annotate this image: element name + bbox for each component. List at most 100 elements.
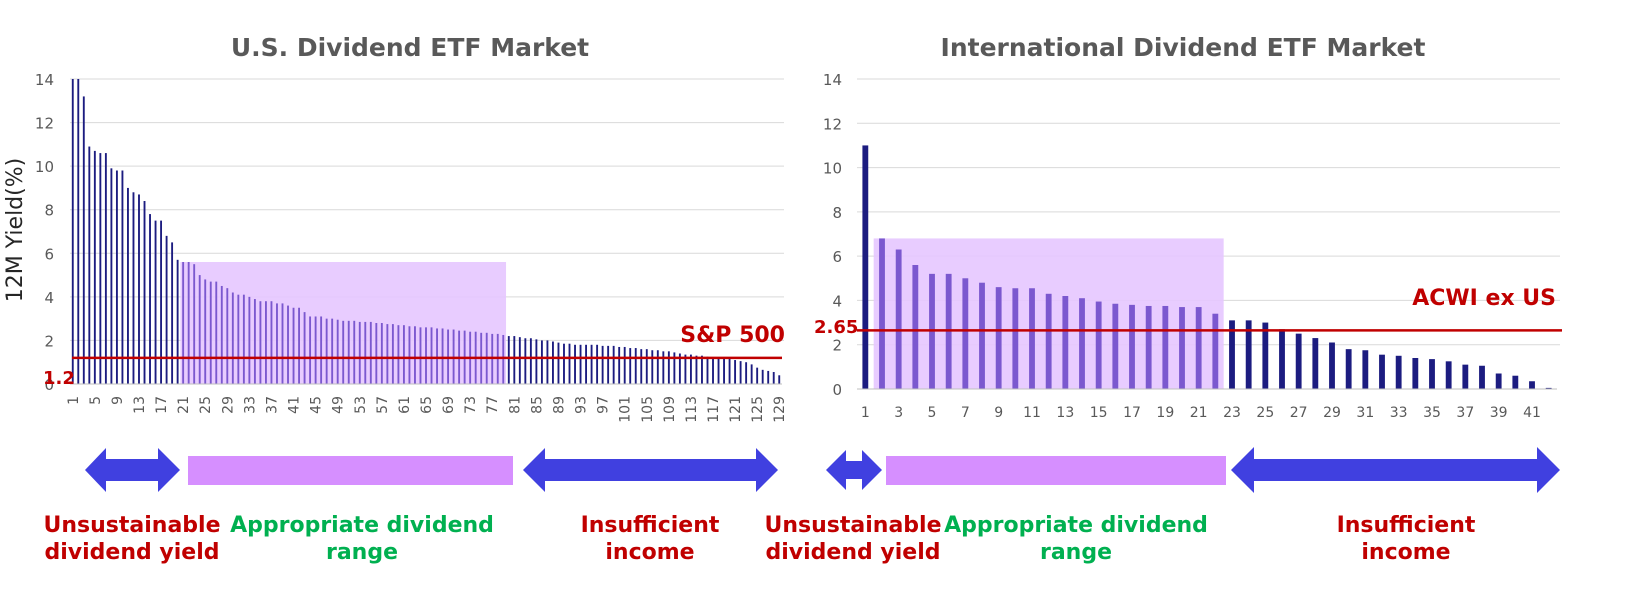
bar (728, 358, 731, 384)
bar (529, 338, 532, 384)
y-tick-label: 8 (44, 202, 54, 220)
y-tick-label: 12 (35, 115, 54, 133)
bar (689, 354, 692, 384)
x-tick-label: 65 (419, 396, 435, 414)
x-tick-label: 7 (961, 405, 970, 421)
bar (104, 153, 107, 384)
bar (717, 357, 720, 384)
x-tick-label: 21 (176, 396, 192, 414)
x-tick-label: 3 (894, 405, 903, 421)
intl-zone1-line1: Unsustainable (765, 513, 942, 538)
x-tick-label: 53 (353, 396, 369, 414)
bar (154, 220, 157, 384)
y-tick-label: 12 (823, 115, 842, 133)
bar (557, 342, 560, 384)
us-dividend-chart: 0 2 4 6 8 10 12 14 1 5 9 13 17 21 25 29 33 37 41 45 49 53 57 6… (3, 33, 788, 423)
bar (132, 192, 135, 384)
bar (1179, 307, 1185, 389)
bar (662, 351, 665, 384)
bar (160, 220, 163, 384)
x-tick-label: 9 (110, 396, 126, 405)
bar (1345, 349, 1352, 389)
bar (590, 344, 593, 384)
x-tick-label: 61 (397, 396, 413, 414)
x-tick-label: 57 (375, 396, 391, 414)
bar (226, 288, 229, 384)
intl-zone2-line1: Appropriate dividend (944, 513, 1208, 538)
x-tick-label: 97 (596, 396, 612, 414)
x-tick-label: 1 (66, 396, 82, 405)
bar (895, 249, 902, 389)
bar (364, 321, 367, 384)
bar (391, 324, 394, 384)
intl-chart-title: International Dividend ETF Market (941, 33, 1426, 62)
bar (607, 345, 610, 384)
bar (912, 265, 919, 389)
bar (745, 362, 748, 384)
bar (1079, 298, 1085, 389)
bar (369, 321, 372, 384)
intl-zone3-line1: Insufficient (1337, 513, 1476, 538)
bar (1545, 387, 1552, 389)
bar (375, 323, 378, 384)
x-tick-label: 25 (198, 396, 214, 414)
bar (264, 301, 267, 384)
y-tick-label: 4 (832, 292, 842, 310)
x-tick-label: 77 (485, 396, 501, 414)
intl-ref-name-label: ACWI ex US (1412, 286, 1556, 311)
bar (397, 325, 400, 384)
x-tick-label: 25 (1256, 405, 1274, 421)
bar (149, 214, 151, 384)
y-tick-label: 10 (823, 160, 842, 178)
bar (678, 353, 681, 384)
intl-zone3-line2: income (1361, 540, 1450, 565)
bar (1495, 373, 1502, 389)
bar (618, 346, 621, 384)
us-bars (71, 79, 781, 384)
y-tick-label: 4 (44, 289, 54, 307)
bar (1512, 375, 1519, 389)
x-tick-label: 37 (1456, 405, 1474, 421)
bar (88, 146, 91, 384)
bar (524, 338, 527, 384)
bar (563, 343, 565, 384)
x-tick-label: 11 (1023, 405, 1041, 421)
bar (204, 279, 207, 384)
bar (314, 316, 317, 384)
x-tick-label: 125 (750, 396, 766, 423)
x-tick-label: 15 (1090, 405, 1108, 421)
us-y-ticks: 0 2 4 6 8 10 12 14 (35, 71, 54, 394)
bar (402, 325, 405, 384)
x-tick-label: 85 (529, 396, 545, 414)
bar (127, 187, 129, 384)
us-chart-title: U.S. Dividend ETF Market (231, 33, 589, 62)
x-tick-label: 117 (706, 396, 722, 423)
bar (1195, 307, 1202, 389)
intl-ref-value-label: 2.65 (814, 317, 858, 338)
us-x-ticks: 1 5 9 13 17 21 25 29 33 37 41 45 49 53 57 61 65 69 73 77 81 8… (66, 396, 788, 423)
bar (623, 346, 626, 384)
bar (193, 264, 196, 384)
bar (596, 344, 599, 384)
y-tick-label: 10 (35, 158, 54, 176)
intl-insufficient-arrow (1231, 447, 1560, 493)
bar (115, 170, 118, 384)
bar (1329, 342, 1335, 389)
bar (1012, 288, 1019, 389)
bar (552, 341, 554, 384)
intl-appropriate-bar (886, 456, 1226, 485)
bar (1262, 322, 1269, 389)
bar (419, 327, 422, 384)
bar (242, 294, 245, 384)
us-unsustainable-arrow (85, 448, 180, 492)
bar (574, 344, 576, 384)
x-tick-label: 31 (1356, 405, 1374, 421)
bar (82, 96, 85, 384)
bar (568, 343, 571, 384)
bar (248, 296, 251, 384)
bar (182, 262, 185, 384)
x-tick-label: 23 (1223, 405, 1241, 421)
us-zone1-line1: Unsustainable (44, 513, 221, 538)
us-zone1-line2: dividend yield (44, 540, 219, 565)
